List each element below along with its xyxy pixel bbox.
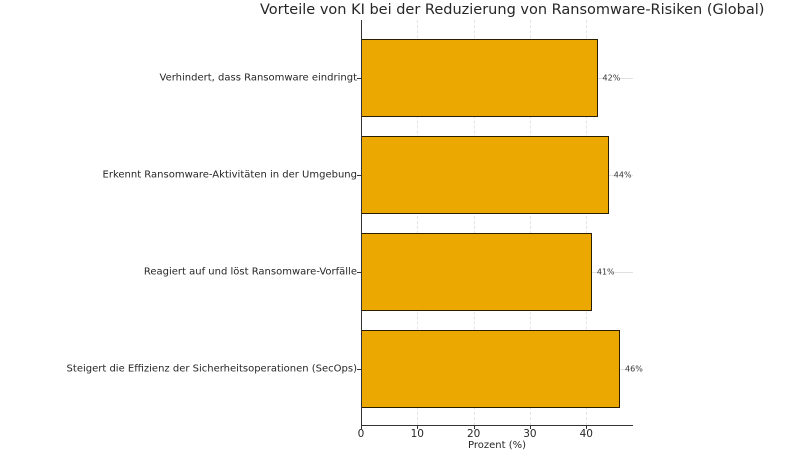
bar bbox=[361, 136, 609, 214]
x-tick bbox=[586, 425, 588, 429]
y-axis-line bbox=[361, 20, 362, 425]
y-tick bbox=[357, 78, 361, 79]
x-gridline bbox=[473, 20, 475, 425]
x-tick-label: 10 bbox=[410, 428, 424, 440]
y-tick bbox=[357, 272, 361, 273]
x-tick-label: 0 bbox=[357, 428, 365, 440]
x-tick bbox=[417, 425, 419, 429]
y-tick bbox=[357, 175, 361, 176]
bar bbox=[361, 39, 598, 117]
bar bbox=[361, 330, 621, 408]
y-tick-label: Steigert die Effizienz der Sicherheitsop… bbox=[66, 363, 357, 375]
bar-value-label: 41% bbox=[596, 267, 615, 277]
x-tick bbox=[473, 425, 475, 429]
y-tick-label: Reagiert auf und löst Ransomware-Vorfäll… bbox=[143, 266, 357, 278]
y-tick bbox=[357, 369, 361, 370]
plot-area: 42% 44% 41% 46% bbox=[361, 20, 643, 426]
y-tick-label: Erkennt Ransomware-Aktivitäten in der Um… bbox=[102, 169, 357, 181]
bar-value-label: 46% bbox=[625, 364, 643, 374]
x-gridline bbox=[586, 20, 588, 425]
x-gridline bbox=[529, 20, 531, 425]
bar bbox=[361, 233, 592, 311]
bar-value-label: 42% bbox=[602, 73, 621, 83]
bar-value-label: 44% bbox=[613, 170, 632, 180]
chart-title: Vorteile von KI bei der Reduzierung von … bbox=[260, 2, 765, 18]
x-tick-label: 20 bbox=[466, 428, 481, 440]
y-tick-label: Verhindert, dass Ransomware eindringt bbox=[159, 72, 357, 84]
x-tick-label: 40 bbox=[579, 428, 593, 440]
x-axis-line bbox=[361, 425, 633, 426]
x-tick bbox=[529, 425, 531, 429]
x-tick-label: 30 bbox=[523, 428, 537, 440]
x-gridline bbox=[417, 20, 419, 425]
x-axis-label: Prozent (%) bbox=[467, 440, 526, 451]
x-tick bbox=[361, 425, 362, 429]
